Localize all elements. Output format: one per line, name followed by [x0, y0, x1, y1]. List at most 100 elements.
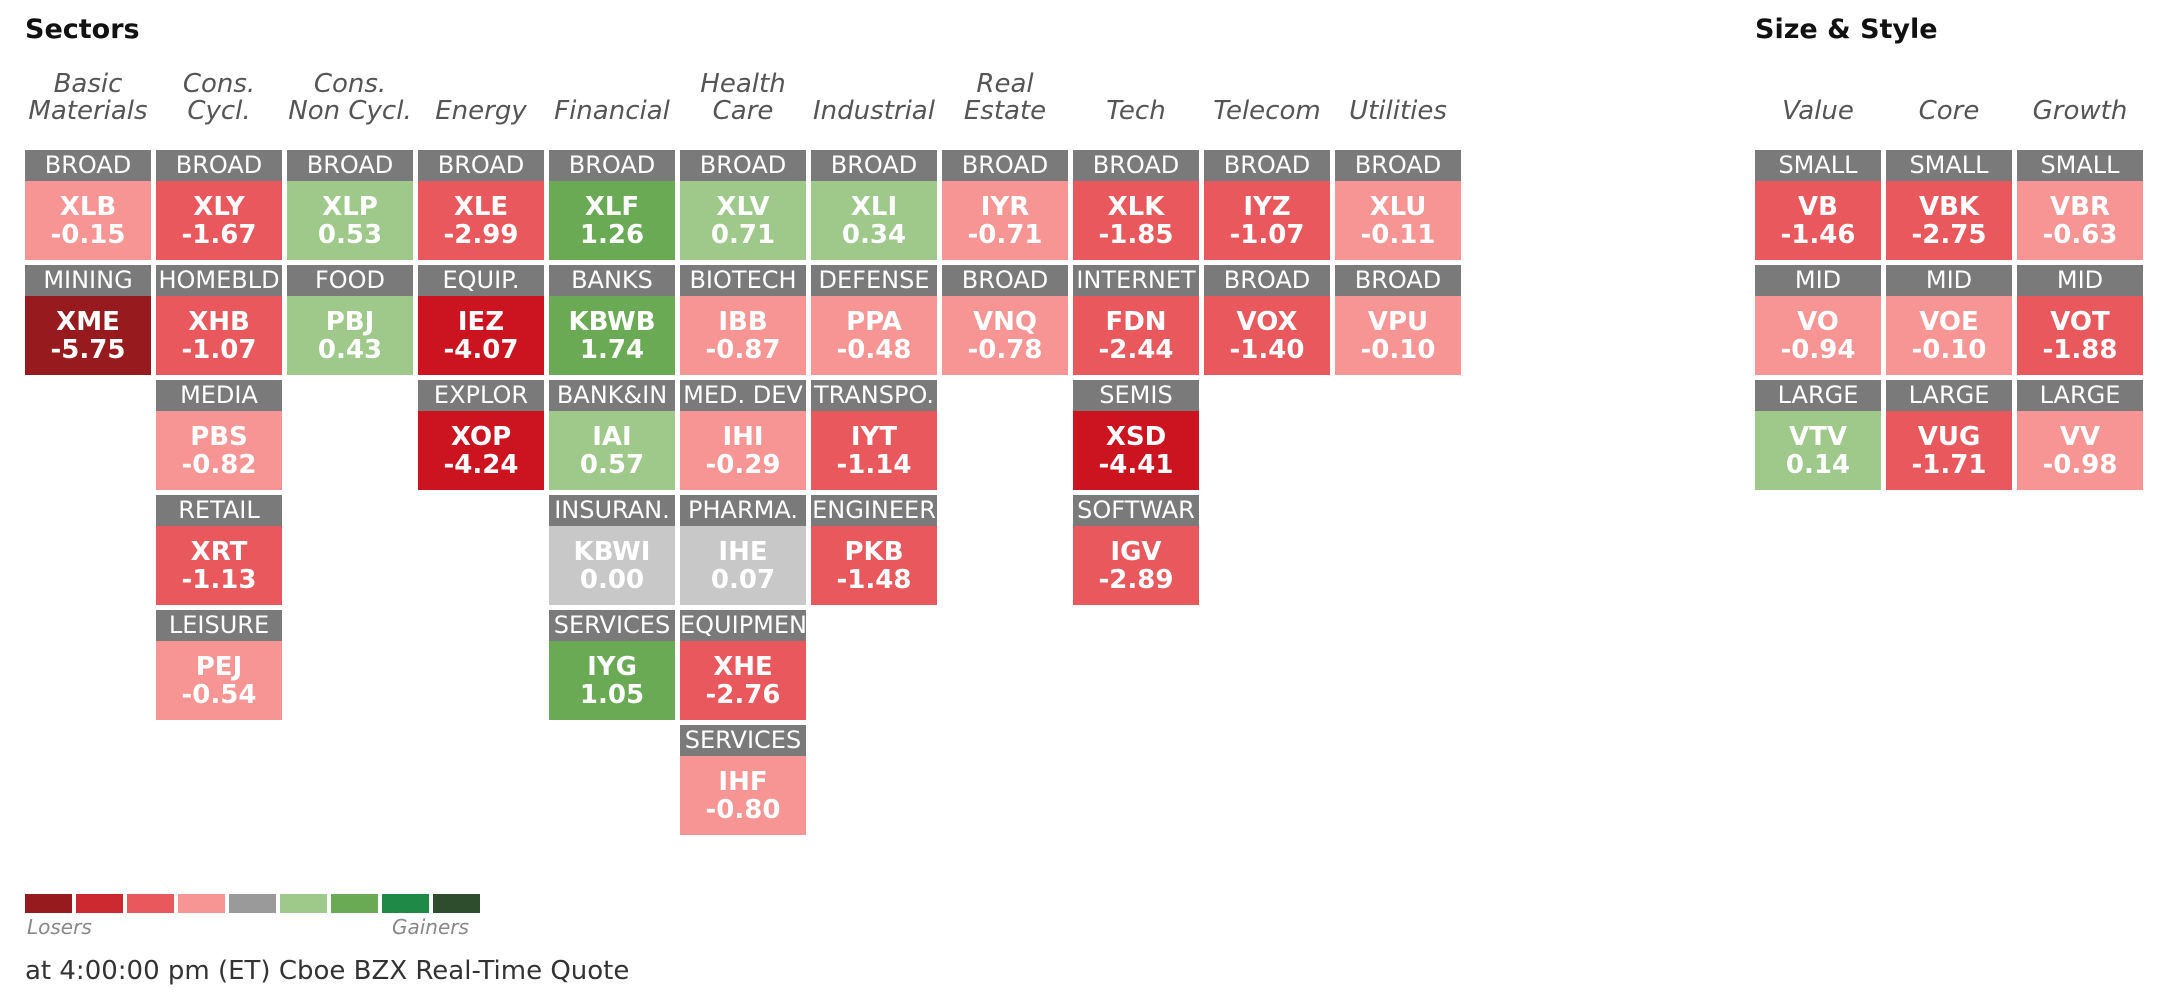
column-header-line: Cons.: [313, 69, 387, 99]
tile-ticker: KBWI: [573, 536, 651, 567]
etf-tile[interactable]: BROAD XLP 0.53: [287, 150, 413, 260]
tile-body: IYG 1.05: [549, 641, 675, 720]
tile-category-label: BROAD: [418, 150, 544, 181]
tile-change: -2.44: [1098, 334, 1174, 365]
tile-category-label: SMALL: [1755, 150, 1881, 181]
tile-category-label: SERVICES: [680, 725, 806, 756]
etf-tile[interactable]: BROAD XLK -1.85: [1073, 150, 1199, 260]
tile-ticker: FDN: [1105, 306, 1167, 337]
etf-tile[interactable]: RETAIL XRT -1.13: [156, 495, 282, 605]
tile-category-label: MID: [1886, 265, 2012, 296]
etf-tile[interactable]: MEDIA PBS -0.82: [156, 380, 282, 490]
column-header-line: Basic: [53, 69, 123, 99]
column-header-line: Health: [700, 69, 786, 99]
tile-change: -1.67: [181, 219, 257, 250]
etf-tile[interactable]: MID VOE -0.10: [1886, 265, 2012, 375]
tile-body: XLI 0.34: [811, 181, 937, 260]
etf-tile[interactable]: LEISURE PEJ -0.54: [156, 610, 282, 720]
tile-change: -4.41: [1098, 449, 1174, 480]
tile-change: -0.82: [181, 449, 257, 480]
tile-ticker: IHI: [722, 421, 764, 452]
column-header: Telecom: [1204, 65, 1330, 125]
etf-tile[interactable]: BROAD IYR -0.71: [942, 150, 1068, 260]
tile-category-label: INTERNET: [1073, 265, 1199, 296]
etf-tile[interactable]: EXPLOR XOP -4.24: [418, 380, 544, 490]
tile-ticker: XLY: [193, 191, 245, 222]
etf-tile[interactable]: BROAD IYZ -1.07: [1204, 150, 1330, 260]
column-header-line: Growth: [2032, 96, 2128, 126]
etf-tile[interactable]: LARGE VTV 0.14: [1755, 380, 1881, 490]
etf-tile[interactable]: BROAD XLE -2.99: [418, 150, 544, 260]
tile-change: -2.75: [1911, 219, 1987, 250]
tile-change: 0.00: [579, 564, 645, 595]
etf-tile[interactable]: SMALL VBR -0.63: [2017, 150, 2143, 260]
tile-body: VOX -1.40: [1204, 296, 1330, 375]
etf-tile[interactable]: FOOD PBJ 0.43: [287, 265, 413, 375]
tile-ticker: IHF: [718, 766, 768, 797]
etf-tile[interactable]: MED. DEV IHI -0.29: [680, 380, 806, 490]
etf-tile[interactable]: BROAD XLU -0.11: [1335, 150, 1461, 260]
column-header: Core: [1886, 65, 2012, 125]
etf-tile[interactable]: HOMEBLD XHB -1.07: [156, 265, 282, 375]
tile-ticker: VTV: [1789, 421, 1847, 452]
tile-ticker: IBB: [718, 306, 768, 337]
etf-tile[interactable]: SMALL VB -1.46: [1755, 150, 1881, 260]
etf-tile[interactable]: ENGINEER PKB -1.48: [811, 495, 937, 605]
tile-ticker: KBWB: [568, 306, 656, 337]
tile-category-label: BANK&IN: [549, 380, 675, 411]
tile-body: VNQ -0.78: [942, 296, 1068, 375]
etf-tile[interactable]: BANKS KBWB 1.74: [549, 265, 675, 375]
column-header-line: Non Cycl.: [288, 96, 412, 126]
etf-tile[interactable]: BROAD VOX -1.40: [1204, 265, 1330, 375]
etf-tile[interactable]: SERVICES IHF -0.80: [680, 725, 806, 835]
etf-tile[interactable]: SOFTWAR IGV -2.89: [1073, 495, 1199, 605]
tile-category-label: SMALL: [2017, 150, 2143, 181]
column-header: Growth: [2017, 65, 2143, 125]
column-header-line: Real: [976, 69, 1034, 99]
tile-body: VBR -0.63: [2017, 181, 2143, 260]
etf-tile[interactable]: BROAD XLF 1.26: [549, 150, 675, 260]
tile-category-label: INSURAN.: [549, 495, 675, 526]
legend-swatch: [433, 894, 480, 913]
etf-tile[interactable]: INTERNET FDN -2.44: [1073, 265, 1199, 375]
tile-change: -0.78: [967, 334, 1043, 365]
tile-change: 0.57: [579, 449, 645, 480]
tile-body: VV -0.98: [2017, 411, 2143, 490]
tile-ticker: XSD: [1105, 421, 1167, 452]
etf-tile[interactable]: BROAD XLY -1.67: [156, 150, 282, 260]
tile-ticker: VUG: [1917, 421, 1981, 452]
etf-tile[interactable]: TRANSPO. IYT -1.14: [811, 380, 937, 490]
etf-tile[interactable]: DEFENSE PPA -0.48: [811, 265, 937, 375]
tile-category-label: BROAD: [25, 150, 151, 181]
tile-change: 1.05: [579, 679, 645, 710]
etf-tile[interactable]: PHARMA. IHE 0.07: [680, 495, 806, 605]
etf-tile[interactable]: BROAD XLV 0.71: [680, 150, 806, 260]
tile-change: -1.40: [1229, 334, 1305, 365]
etf-tile[interactable]: BROAD VPU -0.10: [1335, 265, 1461, 375]
tile-ticker: XLB: [59, 191, 117, 222]
etf-tile[interactable]: INSURAN. KBWI 0.00: [549, 495, 675, 605]
etf-tile[interactable]: BROAD VNQ -0.78: [942, 265, 1068, 375]
tile-body: XLP 0.53: [287, 181, 413, 260]
etf-tile[interactable]: BIOTECH IBB -0.87: [680, 265, 806, 375]
etf-tile[interactable]: LARGE VV -0.98: [2017, 380, 2143, 490]
etf-tile[interactable]: SERVICES IYG 1.05: [549, 610, 675, 720]
etf-tile[interactable]: BROAD XLI 0.34: [811, 150, 937, 260]
etf-tile[interactable]: BANK&IN IAI 0.57: [549, 380, 675, 490]
etf-tile[interactable]: MID VO -0.94: [1755, 265, 1881, 375]
etf-tile[interactable]: SEMIS XSD -4.41: [1073, 380, 1199, 490]
etf-tile[interactable]: BROAD XLB -0.15: [25, 150, 151, 260]
etf-tile[interactable]: EQUIPMEN XHE -2.76: [680, 610, 806, 720]
etf-tile[interactable]: EQUIP. IEZ -4.07: [418, 265, 544, 375]
tile-category-label: BROAD: [680, 150, 806, 181]
column-header: Energy: [418, 65, 544, 125]
tile-ticker: IYR: [980, 191, 1030, 222]
etf-tile[interactable]: MID VOT -1.88: [2017, 265, 2143, 375]
tile-change: -1.85: [1098, 219, 1174, 250]
tile-category-label: BROAD: [1335, 150, 1461, 181]
etf-tile[interactable]: LARGE VUG -1.71: [1886, 380, 2012, 490]
column-header: Value: [1755, 65, 1881, 125]
tile-ticker: PPA: [846, 306, 902, 337]
etf-tile[interactable]: MINING XME -5.75: [25, 265, 151, 375]
etf-tile[interactable]: SMALL VBK -2.75: [1886, 150, 2012, 260]
